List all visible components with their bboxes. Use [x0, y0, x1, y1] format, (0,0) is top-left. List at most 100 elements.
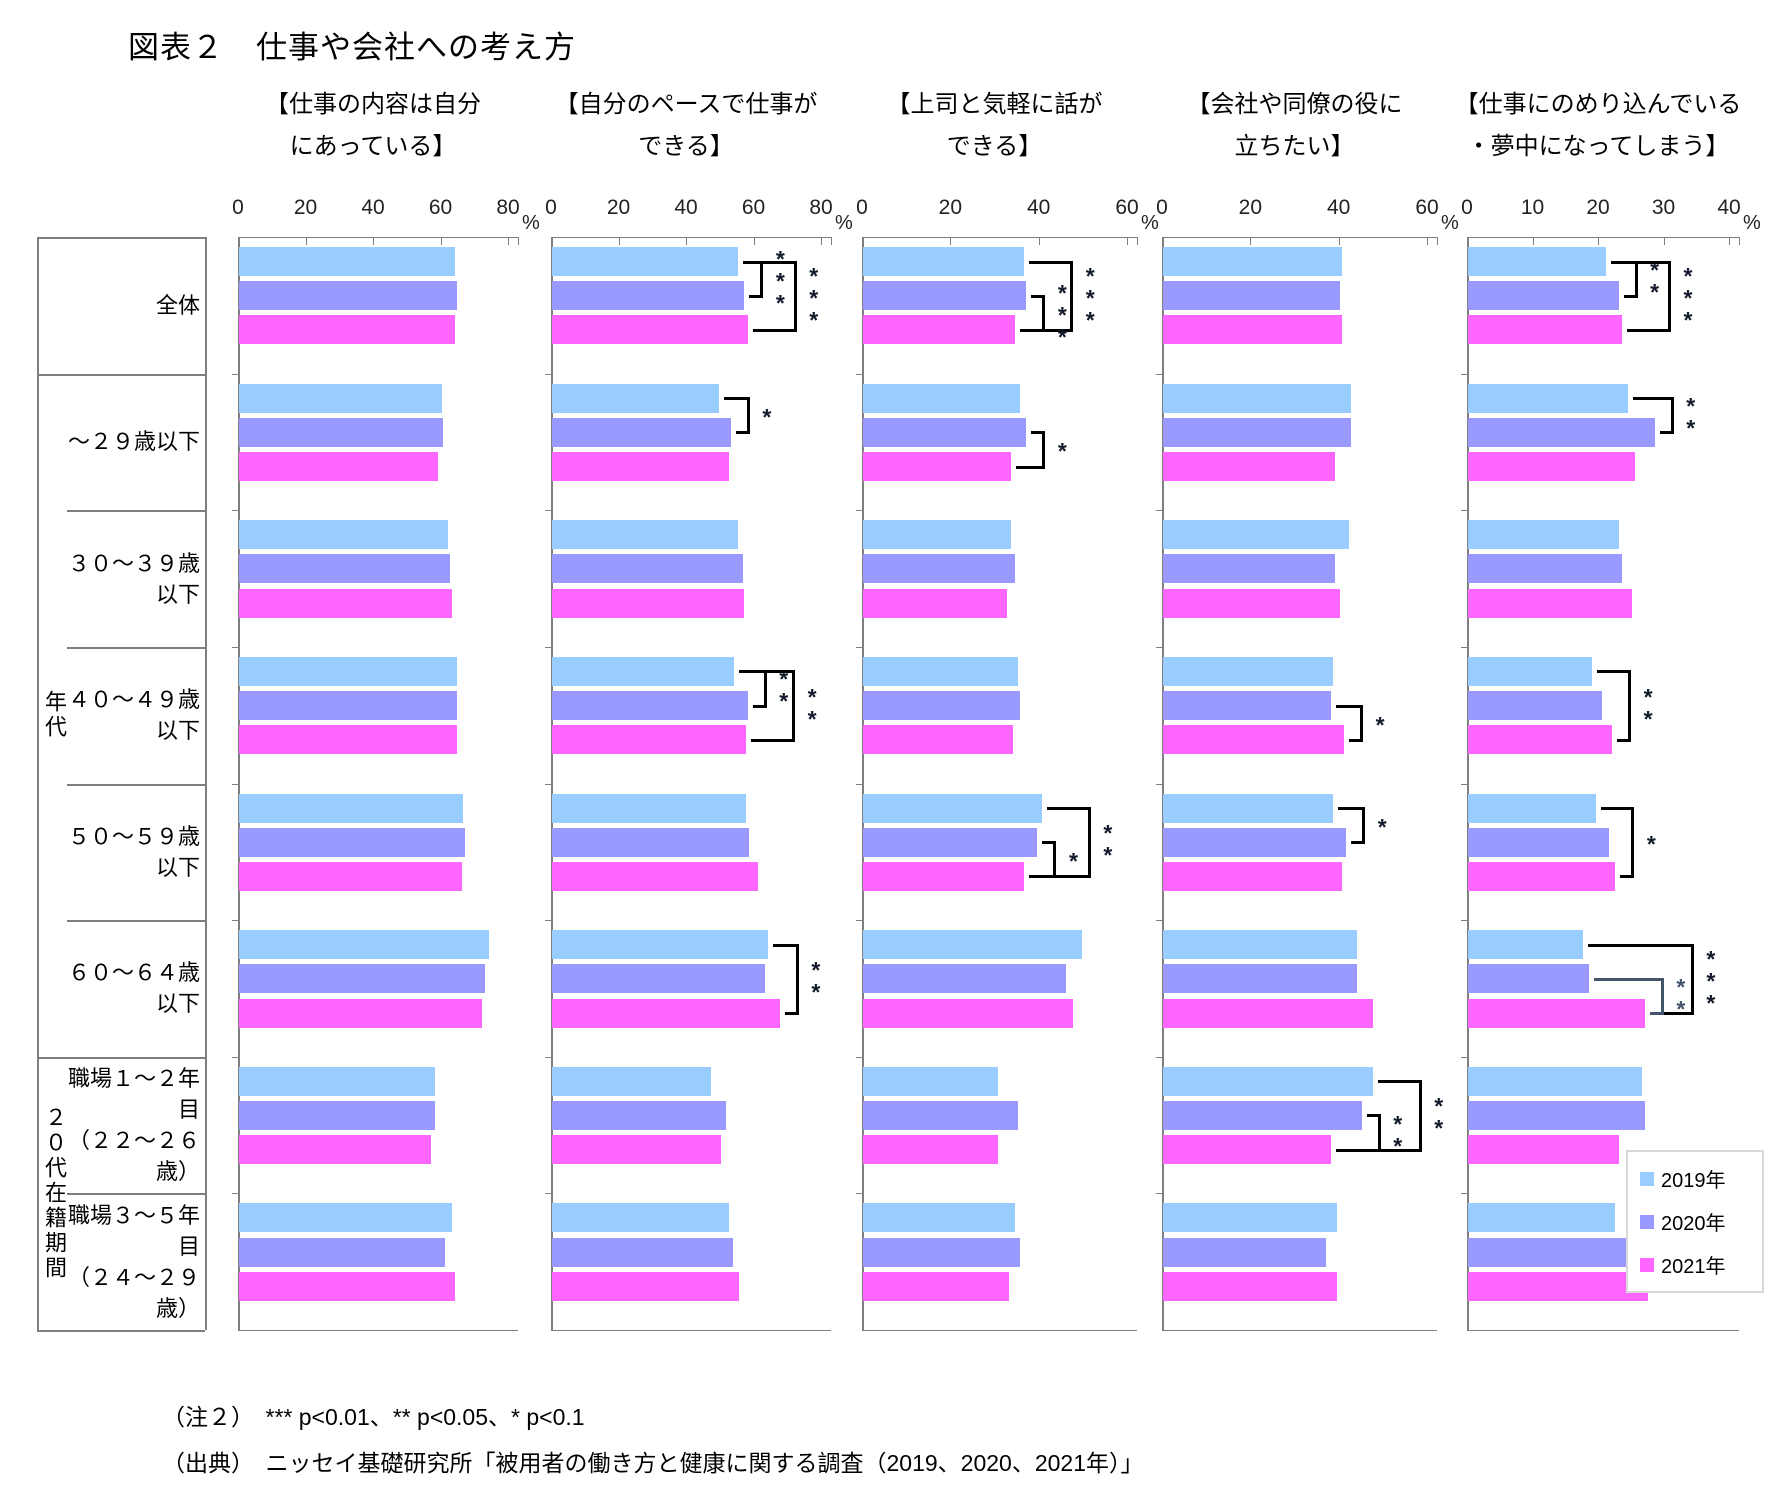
bar-2020年 — [239, 554, 450, 584]
axis-tick-mark — [373, 237, 374, 245]
sig-bracket-line — [1667, 260, 1671, 332]
axis-row-tick — [1461, 1193, 1467, 1195]
bar-2020年 — [239, 417, 444, 447]
axis-row-tick — [1156, 646, 1162, 648]
bar-2021年 — [239, 1271, 455, 1301]
sig-label: *** — [767, 245, 794, 312]
bar-2021年 — [1163, 725, 1345, 755]
bar-2021年 — [863, 725, 1014, 755]
bar-2020年 — [863, 417, 1027, 447]
bar-2021年 — [1163, 315, 1342, 345]
axis-tick-mark — [862, 237, 863, 245]
axis-row-tick — [545, 373, 551, 375]
axis-tick-label: 60 — [1115, 196, 1139, 219]
axis-tick-mark — [1250, 237, 1252, 245]
sig-bracket-line — [1020, 328, 1074, 332]
bar-2019年 — [1163, 383, 1351, 413]
axis-tick-mark — [1162, 237, 1163, 245]
bar-2019年 — [1163, 793, 1334, 823]
bar-2021年 — [239, 998, 482, 1028]
axis-row-tick — [1461, 1056, 1467, 1058]
axis-bottom-line — [862, 1330, 1137, 1331]
row-group-label: 年代 — [42, 690, 67, 741]
bar-2020年 — [1163, 964, 1358, 994]
bar-2020年 — [863, 554, 1016, 584]
sig-bracket-line — [1366, 1114, 1381, 1118]
axis-row-tick — [856, 1193, 862, 1195]
sig-bracket-line — [1042, 841, 1057, 845]
sig-label: * — [1367, 711, 1394, 734]
sig-bracket-line — [1031, 294, 1046, 298]
bar-2019年 — [1468, 383, 1629, 413]
panel-title: 【上司と気軽に話が できる】 — [886, 91, 1103, 160]
bar-2021年 — [1163, 998, 1373, 1028]
bar-2019年 — [1468, 247, 1606, 276]
bar-2020年 — [1468, 417, 1655, 447]
sig-bracket-line — [1623, 294, 1638, 298]
axis-tick-mark — [1038, 237, 1040, 245]
axis-tick-mark — [238, 237, 239, 245]
bar-2021年 — [1163, 588, 1340, 618]
bar-2021年 — [1468, 315, 1622, 345]
row-separator — [37, 1056, 205, 1059]
bar-2019年 — [863, 247, 1025, 276]
legend-swatch-2020 — [1640, 1214, 1654, 1229]
axis-row-tick — [232, 373, 238, 375]
sig-bracket-line — [1351, 841, 1366, 845]
row-separator — [67, 1193, 205, 1196]
axis-row-tick — [856, 646, 862, 648]
bar-2019年 — [552, 930, 768, 960]
significance-note: （注２） *** p<0.01、** p<0.05、* p<0.1 — [162, 1404, 585, 1430]
axis-tick-mark — [1427, 237, 1428, 245]
row-separator — [37, 1330, 205, 1332]
sig-label: ** — [1384, 1110, 1411, 1155]
sig-bracket-line — [1377, 1080, 1422, 1084]
axis-zero-line — [862, 237, 864, 1330]
panel-title: 【仕事にのめり込んでいる ・夢中になってしまう】 — [1454, 91, 1742, 160]
bar-2019年 — [552, 1066, 711, 1096]
bar-2020年 — [239, 827, 466, 857]
axis-tick-label: 40 — [674, 196, 698, 219]
axis-top-line — [1467, 237, 1739, 238]
axis-tick-mark — [551, 237, 552, 245]
bar-2019年 — [1468, 1066, 1642, 1096]
panel-title: 【自分のペースで仕事が できる】 — [554, 91, 818, 160]
axis-unit-label: % — [1141, 212, 1159, 234]
row-label: ～２９歳以下 — [67, 429, 200, 455]
sig-bracket-line — [1377, 1114, 1381, 1152]
sig-label: ** — [799, 683, 826, 728]
sig-bracket-line — [751, 738, 796, 742]
bar-2020年 — [1468, 281, 1619, 311]
row-separator — [67, 510, 205, 513]
sig-bracket-line — [742, 260, 797, 264]
axis-unit-label: % — [1743, 212, 1761, 234]
sig-label: * — [1638, 831, 1665, 854]
axis-row-tick — [1461, 510, 1467, 512]
axis-zero-line — [1162, 237, 1164, 1330]
bar-2020年 — [1468, 964, 1590, 994]
bar-2020年 — [863, 964, 1067, 994]
row-separator — [67, 783, 205, 786]
bar-2020年 — [239, 1237, 445, 1267]
sig-bracket-line — [1042, 294, 1046, 332]
axis-tick-label: 40 — [361, 196, 385, 219]
axis-tick-label: 0 — [232, 196, 244, 219]
bar-2019年 — [239, 930, 489, 960]
axis-tick-label: 20 — [293, 196, 318, 219]
sig-bracket-line — [773, 943, 799, 947]
bar-2019年 — [239, 247, 455, 276]
axis-tick-label: 0 — [856, 196, 868, 219]
bar-2019年 — [1468, 1203, 1616, 1233]
axis-end-tick — [1437, 237, 1438, 245]
axis-row-tick — [1156, 510, 1162, 512]
bar-2021年 — [1468, 452, 1636, 482]
sig-bracket-line — [760, 260, 764, 298]
bar-2019年 — [552, 793, 747, 823]
sig-bracket-line — [1029, 875, 1057, 879]
table-left-border — [37, 237, 39, 1330]
axis-zero-line — [1467, 237, 1469, 1330]
sig-label: *** — [1674, 262, 1701, 329]
sig-label: ** — [1641, 256, 1668, 301]
bar-2020年 — [863, 827, 1038, 857]
